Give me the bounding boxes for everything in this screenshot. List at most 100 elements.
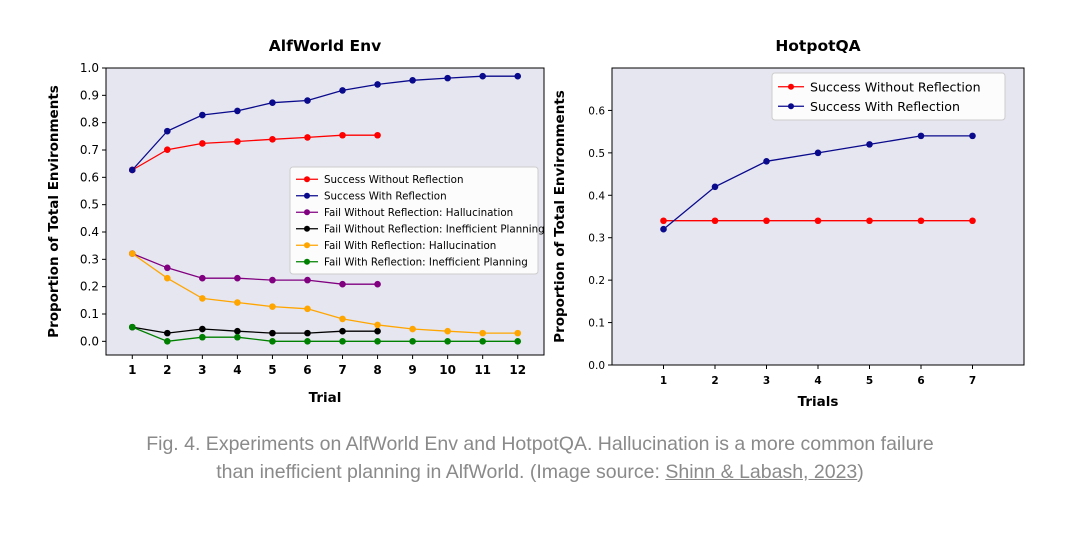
data-point xyxy=(514,72,522,80)
legend-swatch-marker xyxy=(304,209,310,216)
data-point xyxy=(479,329,486,337)
x-tick-label: 1 xyxy=(128,363,136,377)
data-point xyxy=(339,338,346,345)
charts-figure: AlfWorld Env 0.0 0.1 0.2 0.3 0.4 0.5 0.6 0.7 0.8 0… xyxy=(46,37,1025,410)
legend-entry: Success Without Reflection xyxy=(324,174,463,186)
data-point xyxy=(234,333,241,341)
data-point xyxy=(814,149,822,157)
y-tick-label: 0.7 xyxy=(80,143,99,157)
y-tick-label: 0.8 xyxy=(80,116,99,130)
data-point xyxy=(814,217,822,225)
x-axis-label: Trial xyxy=(309,390,342,406)
y-tick-label: 0.1 xyxy=(80,307,99,321)
data-point xyxy=(763,217,770,225)
data-point xyxy=(444,338,451,345)
data-point xyxy=(234,138,241,145)
x-tick-label: 12 xyxy=(509,363,526,377)
data-point xyxy=(374,338,381,345)
data-point xyxy=(269,329,276,337)
data-point xyxy=(969,217,976,225)
x-tick-label: 2 xyxy=(711,375,718,387)
data-point xyxy=(164,127,171,135)
x-tick-label: 6 xyxy=(303,363,311,377)
y-tick-label: 0.1 xyxy=(588,318,605,330)
legend-entry: Fail Without Reflection: Hallucination xyxy=(324,207,513,219)
y-tick-label: 0.2 xyxy=(80,280,99,294)
series-line xyxy=(131,75,518,171)
x-tick-label: 3 xyxy=(198,363,206,377)
data-point xyxy=(128,166,136,174)
y-tick-label: 0.6 xyxy=(588,105,605,117)
data-point xyxy=(128,250,136,257)
series-line xyxy=(132,326,518,342)
data-point xyxy=(660,225,667,233)
caption-source-link[interactable]: Shinn & Labash, 2023 xyxy=(665,461,858,483)
x-tick-label: 6 xyxy=(917,375,924,387)
plot-frame xyxy=(611,67,1025,366)
legend-swatch-marker xyxy=(304,192,310,199)
legend-entry: Success With Reflection xyxy=(810,99,960,114)
x-tick-label: 5 xyxy=(866,375,873,387)
data-point xyxy=(479,338,486,345)
legend-entry: Fail Without Reflection: Inefficient Pla… xyxy=(324,223,545,235)
legend-swatch-marker xyxy=(304,242,310,249)
data-point xyxy=(444,327,451,335)
legend-entry: Success Without Reflection xyxy=(810,79,981,94)
data-point xyxy=(339,327,346,335)
data-point xyxy=(866,141,873,148)
data-point xyxy=(234,299,241,306)
data-point xyxy=(304,329,311,337)
data-point xyxy=(304,276,311,284)
y-tick-label: 0.5 xyxy=(80,198,99,212)
y-tick-label: 0.9 xyxy=(80,88,99,102)
data-point xyxy=(711,217,719,225)
data-point xyxy=(339,315,346,323)
x-tick-label: 3 xyxy=(763,375,770,387)
data-point xyxy=(269,338,276,345)
y-tick-label: 0.4 xyxy=(80,225,99,239)
chart-title: AlfWorld Env xyxy=(269,37,381,55)
data-point xyxy=(304,97,311,104)
data-point xyxy=(409,325,416,333)
x-tick-label: 7 xyxy=(969,375,976,387)
data-point xyxy=(374,131,381,139)
data-point xyxy=(409,77,416,84)
plot-frame xyxy=(105,67,545,356)
x-tick-label: 8 xyxy=(373,363,381,377)
y-tick-label: 0.4 xyxy=(588,190,605,202)
data-point xyxy=(374,280,381,288)
data-point xyxy=(917,217,925,225)
data-point xyxy=(969,132,976,140)
x-tick-label: 9 xyxy=(408,363,416,377)
legend-swatch-marker xyxy=(788,83,794,90)
data-point xyxy=(199,325,206,333)
data-point xyxy=(199,140,206,147)
y-tick-label: 0.3 xyxy=(588,233,605,245)
series-line xyxy=(131,134,378,171)
legend-swatch-marker xyxy=(304,225,310,232)
series-line xyxy=(131,253,518,334)
y-axis-label: Proportion of Total Environments xyxy=(552,90,568,343)
x-tick-label: 11 xyxy=(474,363,491,377)
y-axis-label: Proportion of Total Environments xyxy=(46,85,62,338)
data-point xyxy=(763,158,770,165)
data-point xyxy=(199,274,206,282)
data-point xyxy=(304,134,311,141)
series-line xyxy=(132,326,378,334)
data-point xyxy=(269,303,276,310)
data-point xyxy=(374,321,381,329)
legend-entry: Fail With Reflection: Hallucination xyxy=(324,240,496,252)
caption-text: Fig. 4. Experiments on AlfWorld Env and … xyxy=(146,433,934,483)
x-tick-label: 4 xyxy=(814,375,821,387)
data-point xyxy=(514,329,522,337)
chart-2: HotpotQA 0.0 0.1 0.2 0.3 0.4 0.5 0.6 1 2 3 4 5 6 7 Tria… xyxy=(552,37,1025,410)
data-point xyxy=(711,183,719,191)
legend-swatch-marker xyxy=(788,103,794,110)
data-point xyxy=(234,327,241,335)
x-axis-label: Trials xyxy=(798,394,839,410)
data-point xyxy=(164,338,171,345)
data-point xyxy=(164,329,171,337)
data-point xyxy=(234,107,241,115)
x-tick-label: 4 xyxy=(233,363,241,377)
data-point xyxy=(304,305,311,313)
